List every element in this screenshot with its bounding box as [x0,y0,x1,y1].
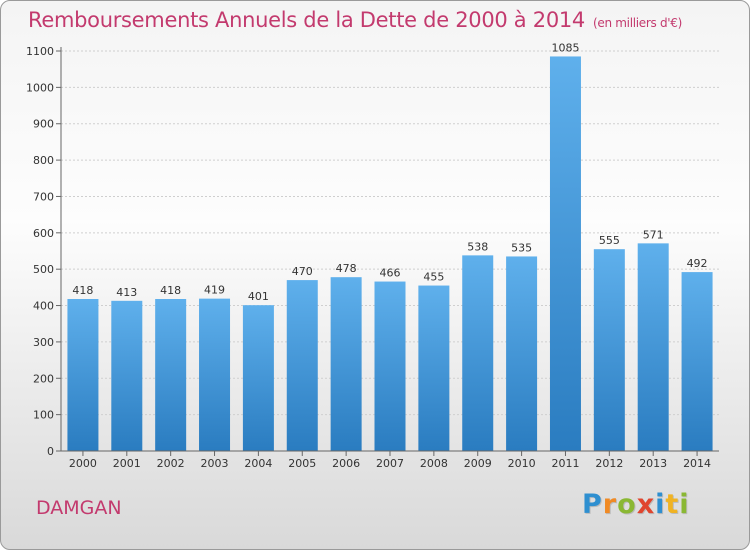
data-label-2011: 1085 [551,41,579,54]
y-tick-label: 600 [33,227,54,240]
bar-2000 [67,299,99,451]
bar-2003 [199,298,231,451]
data-label-2003: 419 [204,284,225,297]
bar-2010 [506,256,538,451]
chart-title: Remboursements Annuels de la Dette de 20… [28,8,682,32]
y-tick-label: 800 [33,154,54,167]
bar-2014 [681,272,713,451]
y-tick-label: 0 [47,445,54,458]
proxiti-logo: Proxiti [582,489,690,520]
y-tick-label: 1100 [26,45,54,58]
data-label-2008: 455 [423,271,444,284]
bar-2013 [637,243,669,451]
logo-letter: i [679,489,690,520]
x-tick-label: 2011 [551,457,579,470]
place-name: DAMGAN [36,497,122,519]
x-tick-label: 2005 [288,457,316,470]
y-tick-label: 900 [33,118,54,131]
bar-2001 [111,300,143,451]
data-label-2007: 466 [380,267,401,280]
bar-2005 [286,280,318,451]
x-tick-label: 2008 [420,457,448,470]
data-label-2006: 478 [336,262,357,275]
logo-letter: x [636,489,656,520]
x-tick-label: 2000 [69,457,97,470]
data-label-2012: 555 [599,234,620,247]
bar-2002 [155,299,187,451]
x-tick-label: 2006 [332,457,360,470]
bar-2004 [242,305,274,451]
chart-title-text: Remboursements Annuels de la Dette de 20… [28,8,585,32]
x-tick-label: 2001 [113,457,141,470]
y-tick-label: 100 [33,409,54,422]
x-tick-label: 2003 [201,457,229,470]
bar-2008 [418,285,450,451]
logo-letter: o [617,489,637,520]
x-axis-ticks: 2000 2001 2002 2003 2004 2005 2006 2007 2008 2009… [69,451,711,470]
y-tick-label: 700 [33,190,54,203]
x-tick-label: 2010 [508,457,536,470]
bar-2007 [374,281,406,451]
y-axis-ticks: 0 100 200 300 400 500 600 700 800 900 1000 1100 [26,45,61,458]
y-tick-label: 400 [33,300,54,313]
logo-letter: i [655,489,666,520]
x-tick-label: 2009 [464,457,492,470]
bar-2011 [549,56,581,452]
data-label-2014: 492 [687,257,708,270]
logo-letter: t [665,489,680,520]
y-tick-label: 1000 [26,81,54,94]
x-tick-label: 2007 [376,457,404,470]
y-tick-label: 300 [33,336,54,349]
x-tick-label: 2004 [244,457,272,470]
x-tick-label: 2013 [639,457,667,470]
data-label-2004: 401 [248,290,269,303]
axes [60,47,719,452]
x-tick-label: 2014 [683,457,711,470]
data-label-2001: 413 [116,286,137,299]
bar-2012 [593,249,625,451]
data-label-2000: 418 [72,284,93,297]
bar-2006 [330,277,362,451]
data-label-2005: 470 [292,265,313,278]
data-label-2002: 418 [160,284,181,297]
logo-letter: r [602,489,618,520]
x-tick-label: 2012 [595,457,623,470]
data-label-2009: 538 [467,240,488,253]
y-tick-label: 200 [33,372,54,385]
bars [67,56,713,452]
x-tick-label: 2002 [157,457,185,470]
logo-letter: P [582,489,603,520]
data-labels: 418 413 418 419 401 470 478 466 455 538 535 1085 555… [72,41,707,303]
data-label-2013: 571 [643,228,664,241]
bar-2009 [462,255,494,451]
chart-unit-label: (en milliers d'€) [593,16,683,30]
data-label-2010: 535 [511,241,532,254]
y-tick-label: 500 [33,263,54,276]
